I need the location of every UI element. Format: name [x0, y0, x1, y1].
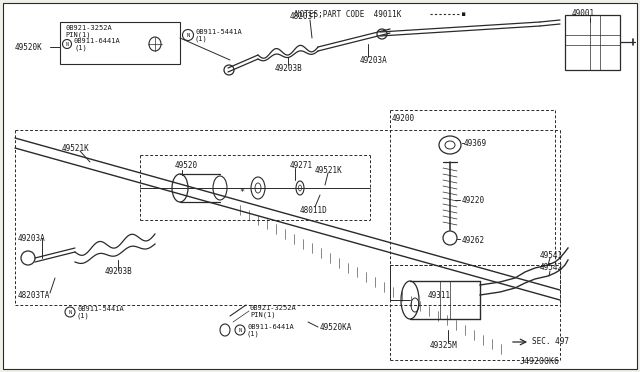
Text: 0B911-5441A: 0B911-5441A — [195, 29, 242, 35]
Text: 49520K: 49520K — [15, 42, 43, 51]
Text: (1): (1) — [195, 36, 208, 42]
Text: 49520: 49520 — [175, 160, 198, 170]
Text: 49520KA: 49520KA — [320, 324, 353, 333]
Text: 0B911-6441A: 0B911-6441A — [74, 38, 121, 44]
Text: N: N — [186, 32, 189, 38]
Text: 0B911-6441A: 0B911-6441A — [247, 324, 294, 330]
Text: 49262: 49262 — [462, 235, 485, 244]
Text: (1): (1) — [247, 331, 260, 337]
Text: (1): (1) — [77, 313, 90, 319]
Text: PIN(1): PIN(1) — [250, 312, 275, 318]
Text: 49325M: 49325M — [430, 340, 458, 350]
Text: 49271: 49271 — [290, 160, 313, 170]
Text: 48203TA: 48203TA — [18, 291, 51, 299]
Bar — [60, 22, 180, 64]
Text: 0B921-3252A: 0B921-3252A — [65, 25, 112, 31]
Text: 49521K: 49521K — [315, 166, 343, 174]
Text: 49542: 49542 — [540, 263, 563, 273]
Text: 0B921-3252A: 0B921-3252A — [250, 305, 297, 311]
Text: 49369: 49369 — [464, 138, 487, 148]
Text: PIN(1): PIN(1) — [65, 32, 90, 38]
Text: 49001: 49001 — [572, 9, 595, 17]
Text: 49541: 49541 — [540, 250, 563, 260]
Text: (1): (1) — [74, 45, 87, 51]
Text: 49203A: 49203A — [18, 234, 45, 243]
Text: N: N — [65, 42, 68, 46]
Text: 49220: 49220 — [462, 196, 485, 205]
Text: 49200: 49200 — [392, 113, 415, 122]
Text: 49203B: 49203B — [275, 64, 303, 73]
Text: 0B911-5441A: 0B911-5441A — [77, 306, 124, 312]
Text: N: N — [239, 327, 241, 333]
Text: ■: ■ — [462, 12, 465, 16]
Text: 48203T: 48203T — [290, 12, 317, 20]
Text: 49521K: 49521K — [62, 144, 90, 153]
Text: 49203A: 49203A — [360, 55, 388, 64]
Text: *: * — [239, 187, 244, 196]
Text: SEC. 497: SEC. 497 — [532, 337, 569, 346]
Text: 48011D: 48011D — [300, 205, 328, 215]
Text: N: N — [68, 310, 72, 314]
Bar — [565, 15, 620, 70]
Text: 49311: 49311 — [428, 291, 451, 299]
Text: NOTES;PART CODE  49011K: NOTES;PART CODE 49011K — [295, 10, 401, 19]
Text: J49200K6: J49200K6 — [520, 357, 560, 366]
Text: 49203B: 49203B — [105, 267, 132, 276]
